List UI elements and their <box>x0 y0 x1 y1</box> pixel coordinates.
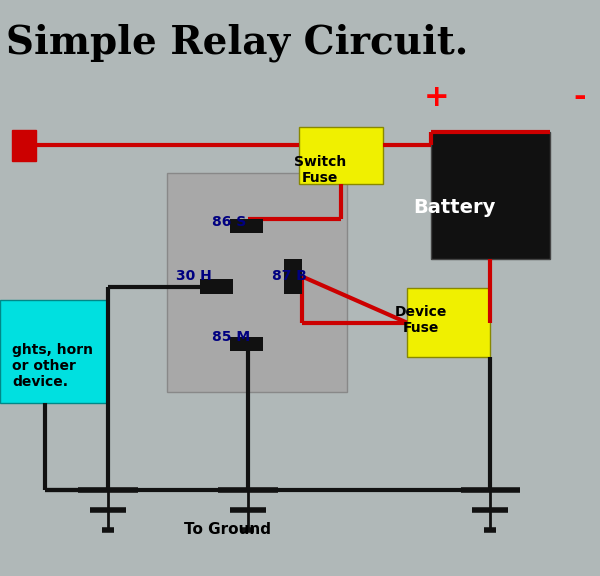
Text: To Ground: To Ground <box>184 522 271 537</box>
Text: -: - <box>574 84 586 112</box>
Text: Switch
Fuse: Switch Fuse <box>294 155 346 185</box>
Text: ghts, horn
or other
device.: ghts, horn or other device. <box>12 343 93 389</box>
FancyBboxPatch shape <box>230 219 263 233</box>
Text: Device
Fuse: Device Fuse <box>394 305 446 335</box>
FancyBboxPatch shape <box>12 130 36 161</box>
Text: 87 B: 87 B <box>272 270 307 283</box>
Text: 85 M: 85 M <box>212 330 250 344</box>
FancyBboxPatch shape <box>407 288 490 357</box>
Text: Simple Relay Circuit.: Simple Relay Circuit. <box>6 23 468 62</box>
FancyBboxPatch shape <box>284 259 302 294</box>
FancyBboxPatch shape <box>299 127 383 184</box>
Text: Battery: Battery <box>413 198 496 217</box>
Text: +: + <box>424 84 449 112</box>
FancyBboxPatch shape <box>0 300 107 403</box>
FancyBboxPatch shape <box>200 279 233 294</box>
Text: 30 H: 30 H <box>176 270 212 283</box>
FancyBboxPatch shape <box>167 173 347 392</box>
FancyBboxPatch shape <box>230 337 263 351</box>
FancyBboxPatch shape <box>431 132 550 259</box>
Text: 86 S: 86 S <box>212 215 247 229</box>
